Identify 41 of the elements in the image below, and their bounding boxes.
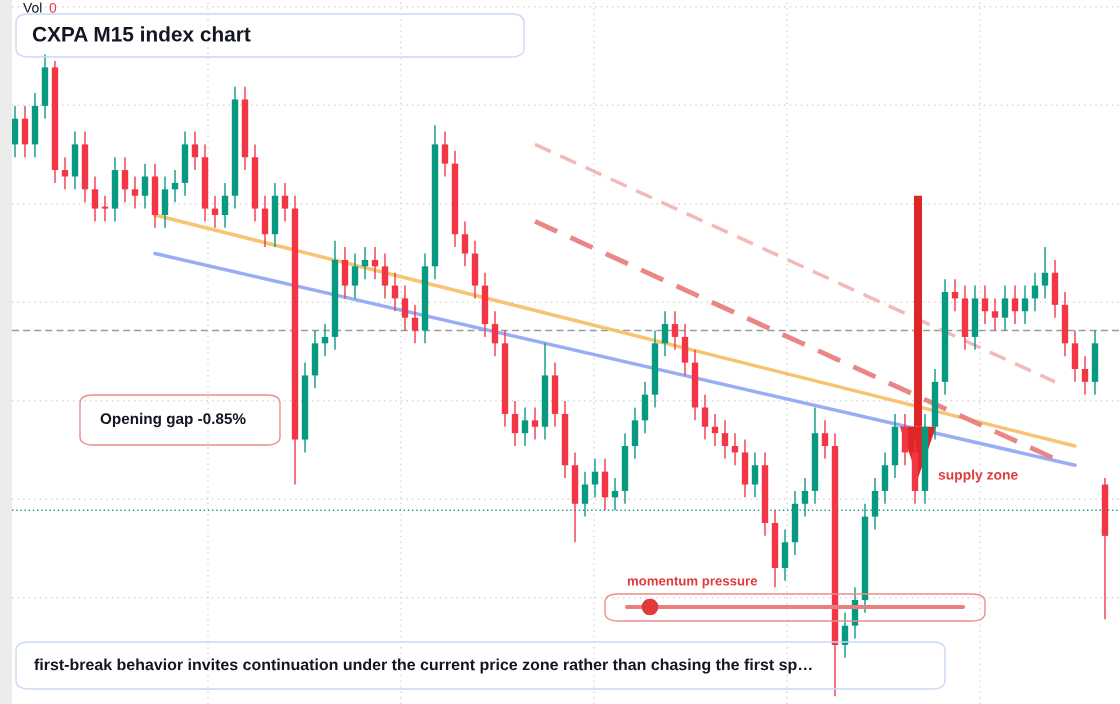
candlestick <box>491 310 499 357</box>
candlestick <box>1041 246 1049 300</box>
candlestick <box>671 310 679 351</box>
candlestick <box>1081 355 1089 396</box>
candlestick <box>581 470 589 518</box>
candlestick <box>991 297 999 332</box>
candlestick <box>521 406 529 447</box>
candlestick <box>121 156 129 203</box>
candlestick <box>591 458 599 499</box>
candlestick <box>191 130 199 171</box>
text: Vol <box>23 2 42 13</box>
candlestick <box>381 252 389 300</box>
annotation: momentum pressure <box>627 576 758 589</box>
annotation: first-break behavior invites continuation under the current price zone rather than chasing the first sp… <box>34 658 812 674</box>
candlestick <box>531 406 539 441</box>
candlestick <box>821 419 829 460</box>
chart-title: CXPA M15 index chart <box>32 26 251 42</box>
candlestick <box>441 130 449 178</box>
candlestick <box>661 310 669 357</box>
candlestick <box>351 252 359 300</box>
candlestick <box>101 195 109 223</box>
annotation: Opening gap -0.85% <box>100 412 246 428</box>
candlestick <box>461 220 469 268</box>
candlestick <box>401 284 409 332</box>
candlestick <box>801 477 809 518</box>
candlestick <box>221 182 229 229</box>
candlestick <box>981 284 989 325</box>
candlestick <box>281 182 289 223</box>
candlestick <box>411 304 419 345</box>
candlestick <box>701 393 709 441</box>
candlestick <box>511 400 519 447</box>
candlestick <box>131 175 139 210</box>
candlestick <box>721 419 729 460</box>
candlestick <box>91 175 99 223</box>
candlestick <box>141 162 149 210</box>
candlestick <box>751 451 759 499</box>
candlestick <box>1001 284 1009 332</box>
candlestick <box>1021 284 1029 325</box>
candlestick <box>1011 284 1019 325</box>
text: 0 <box>49 2 57 13</box>
annotation: supply zone <box>938 469 1018 483</box>
